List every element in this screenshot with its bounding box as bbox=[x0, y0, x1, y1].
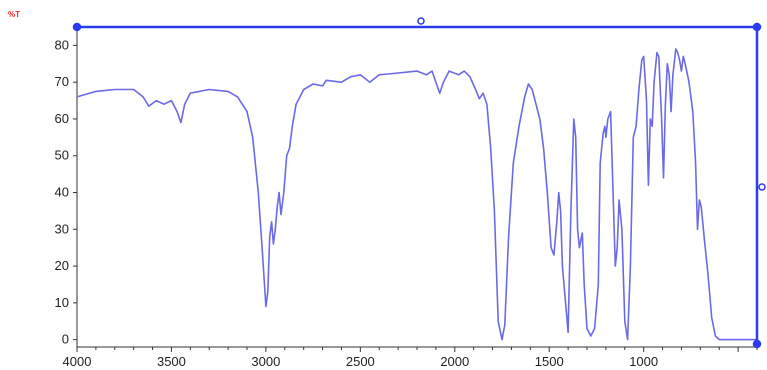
x-tick-label: 4000 bbox=[63, 354, 92, 369]
frame-corner-handle-top-left[interactable] bbox=[72, 22, 82, 32]
y-tick-label: 80 bbox=[55, 37, 69, 52]
y-tick-label: 10 bbox=[55, 295, 69, 310]
y-tick-label: 0 bbox=[62, 332, 69, 347]
frame-top-midpoint-handle[interactable] bbox=[417, 17, 425, 25]
x-tick-label: 1500 bbox=[535, 354, 564, 369]
frame-corner-handle-bottom-right[interactable] bbox=[752, 339, 762, 349]
y-tick-label: 20 bbox=[55, 258, 69, 273]
y-tick-label: 40 bbox=[55, 185, 69, 200]
y-tick-label: 50 bbox=[55, 148, 69, 163]
x-tick-label: 1000 bbox=[629, 354, 658, 369]
frame-right-midpoint-handle[interactable] bbox=[758, 183, 766, 191]
x-tick-label: 3000 bbox=[251, 354, 280, 369]
frame-corner-handle-top-right[interactable] bbox=[752, 22, 762, 32]
y-axis-unit-label: %T bbox=[8, 10, 20, 19]
x-tick-label: 2000 bbox=[440, 354, 469, 369]
x-tick-label: 2500 bbox=[346, 354, 375, 369]
x-tick-label: 3500 bbox=[157, 354, 186, 369]
x-axis: 4000 3500 3000 2500 2000 1500 1000 bbox=[63, 347, 758, 369]
spectrum-trace-line bbox=[76, 48, 757, 341]
y-tick-label: 60 bbox=[55, 111, 69, 126]
y-tick-label: 70 bbox=[55, 74, 69, 89]
y-tick-label: 30 bbox=[55, 221, 69, 236]
y-axis: 0 10 20 30 40 50 60 70 80 bbox=[55, 37, 77, 347]
range-selection-frame bbox=[72, 17, 766, 349]
